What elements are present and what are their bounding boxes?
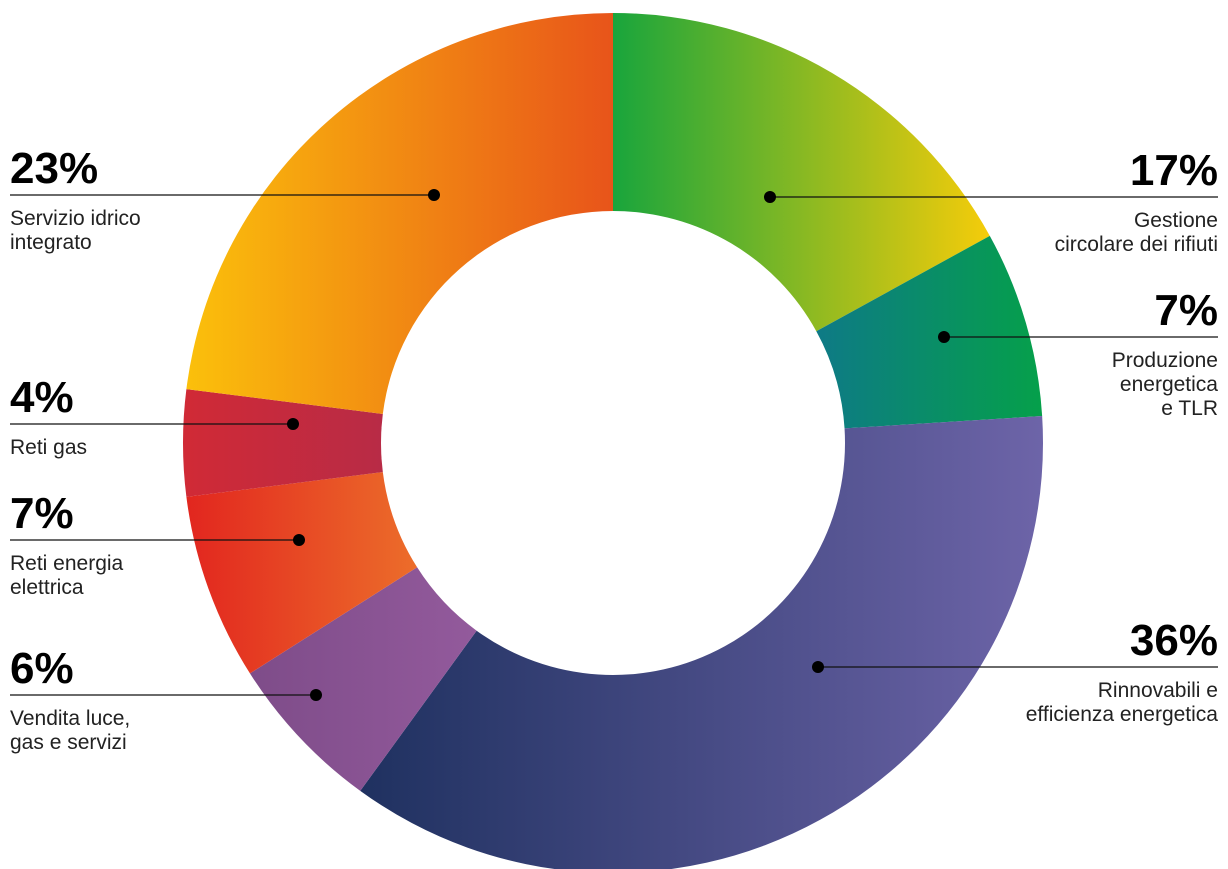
- category-label: Reti energia: [10, 552, 124, 575]
- category-label: Rinnovabili e: [1098, 679, 1218, 702]
- value-label: 4%: [10, 373, 74, 422]
- value-label: 7%: [10, 489, 74, 538]
- leader-dot: [938, 331, 950, 343]
- slice-reti-gas: [183, 389, 383, 497]
- slice-reti-energia-elettrica: [186, 472, 418, 674]
- slice-gestione-circolare-dei-rifiuti: [613, 13, 990, 332]
- value-label: 7%: [1154, 286, 1218, 335]
- leader-dot: [287, 418, 299, 430]
- leader-dot: [764, 191, 776, 203]
- leader-dot: [812, 661, 824, 673]
- category-label: integrato: [10, 231, 92, 254]
- slice-rinnovabili-e-efficienza-energetica: [360, 416, 1043, 869]
- category-label: Produzione: [1112, 349, 1218, 372]
- slice-servizio-idrico-integrato: [186, 13, 613, 414]
- category-label: e TLR: [1161, 397, 1218, 420]
- leader-dot: [428, 189, 440, 201]
- value-label: 17%: [1130, 146, 1218, 195]
- value-label: 36%: [1130, 616, 1218, 665]
- value-label: 6%: [10, 644, 74, 693]
- category-label: Gestione: [1134, 209, 1218, 232]
- category-label: efficienza energetica: [1026, 703, 1219, 726]
- category-label: elettrica: [10, 576, 84, 599]
- category-label: Vendita luce,: [10, 707, 130, 730]
- leader-dot: [310, 689, 322, 701]
- slice-produzione-energetica-e-tlr: [816, 235, 1043, 429]
- leader-dot: [293, 534, 305, 546]
- slices-group: [183, 13, 1043, 869]
- callout-reti-gas: 4% Reti gas: [10, 373, 299, 459]
- category-label: circolare dei rifiuti: [1055, 233, 1218, 256]
- callout-vendita-luce-gas-e-servizi: 6% Vendita luce,gas e servizi: [10, 644, 322, 754]
- category-label: Servizio idrico: [10, 207, 141, 230]
- category-label: gas e servizi: [10, 731, 127, 754]
- category-label: Reti gas: [10, 436, 87, 459]
- category-label: energetica: [1120, 373, 1218, 396]
- slice-vendita-luce-gas-e-servizi: [249, 567, 477, 791]
- value-label: 23%: [10, 144, 98, 193]
